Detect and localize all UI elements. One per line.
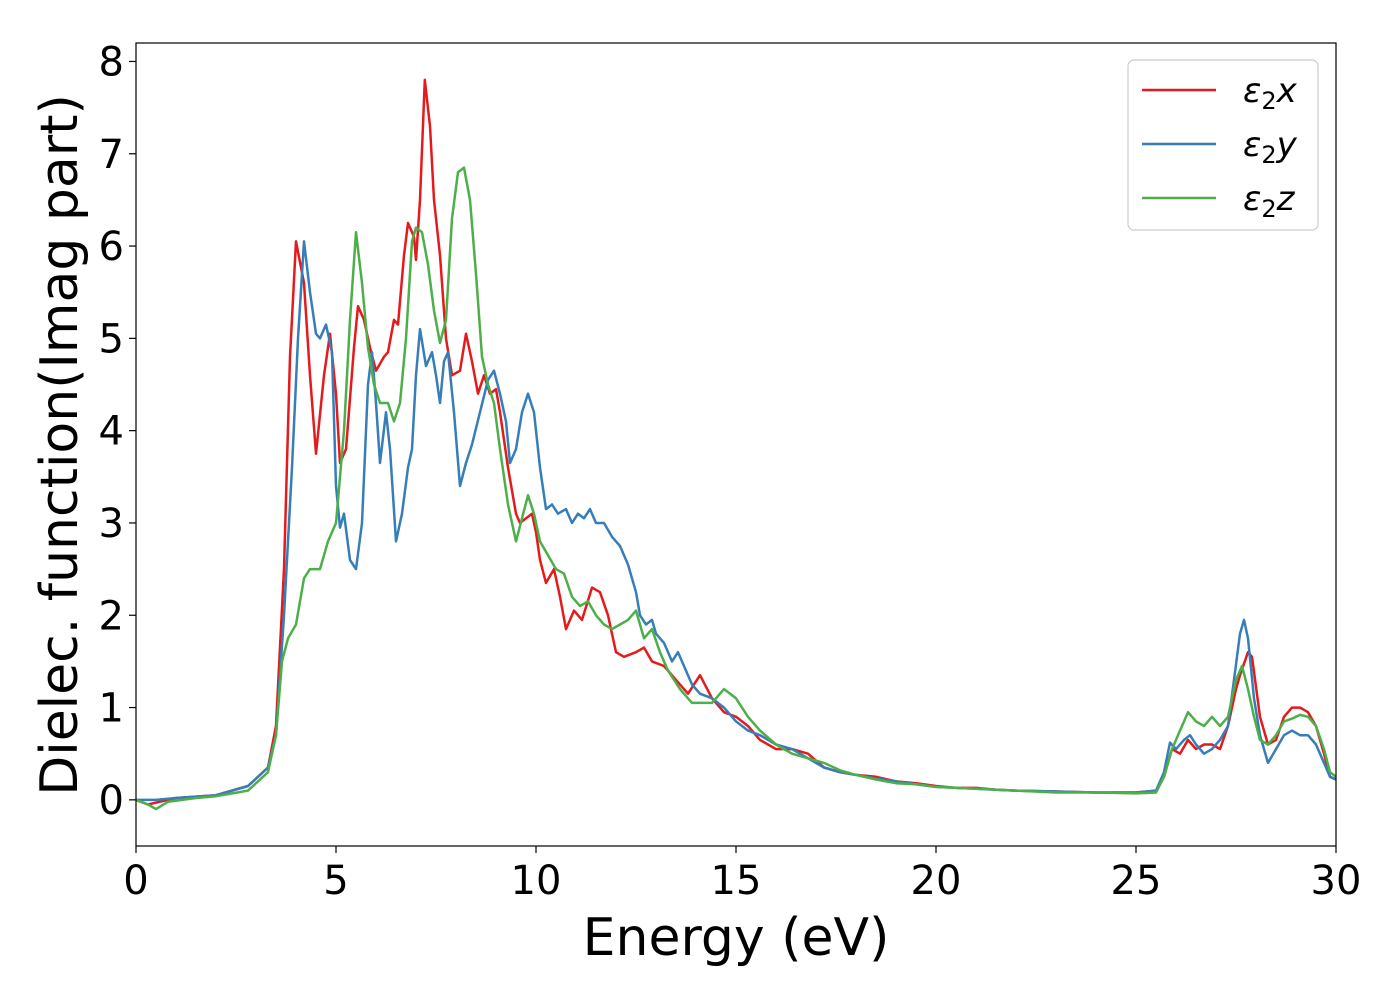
x-tick-label: 30 <box>1311 858 1362 904</box>
x-axis-ticks: 0 5 10 15 20 25 30 <box>123 846 1361 904</box>
x-tick-label: 5 <box>323 858 348 904</box>
y-tick-label: 0 <box>99 778 124 824</box>
x-tick-label: 15 <box>711 858 762 904</box>
y-tick-label: 2 <box>99 593 124 639</box>
legend-label-x: ε2x <box>1243 71 1298 115</box>
series-line-y <box>136 240 1337 802</box>
y-tick-label: 6 <box>99 224 124 270</box>
legend: ε2x ε2y ε2z <box>1127 59 1319 231</box>
x-tick-label: 25 <box>1111 858 1162 904</box>
y-tick-label: 7 <box>99 132 124 178</box>
y-axis-label: Dielec. function(Imag part) <box>30 94 90 796</box>
x-tick-label: 0 <box>123 858 148 904</box>
y-tick-label: 4 <box>99 409 124 455</box>
y-tick-label: 3 <box>99 501 124 547</box>
series-layer <box>135 78 1337 811</box>
series-line-x <box>135 78 1337 806</box>
series-line-z <box>135 166 1337 811</box>
legend-label-y: ε2y <box>1243 125 1298 169</box>
legend-label-z: ε2z <box>1243 179 1296 223</box>
x-tick-label: 10 <box>511 858 562 904</box>
legend-box <box>1127 59 1319 231</box>
y-tick-label: 1 <box>99 686 124 732</box>
y-tick-label: 5 <box>99 316 124 362</box>
x-axis-label: Energy (eV) <box>583 908 890 968</box>
y-axis-ticks: 0 1 2 3 4 5 6 7 8 <box>99 39 136 824</box>
y-tick-label: 8 <box>99 39 124 85</box>
x-tick-label: 20 <box>911 858 962 904</box>
